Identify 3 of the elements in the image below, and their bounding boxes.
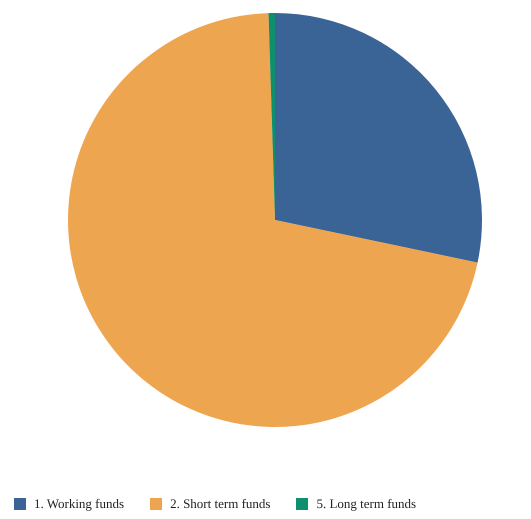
legend-label: 5. Long term funds (316, 496, 416, 512)
legend-label: 1. Working funds (34, 496, 124, 512)
legend-label: 2. Short term funds (170, 496, 270, 512)
